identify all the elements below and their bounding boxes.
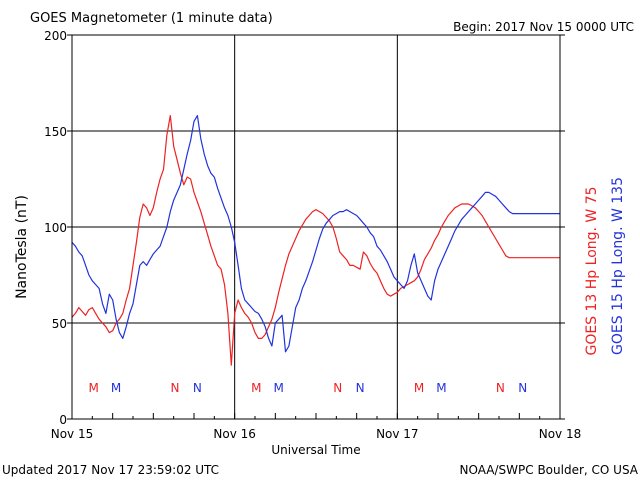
legend-goes15: GOES 15 Hp Long. W 135 — [610, 177, 626, 355]
x-axis-ticks: Nov 15 Nov 16 Nov 17 Nov 18 — [51, 413, 582, 441]
x-axis-label: Universal Time — [271, 443, 360, 457]
begin-time: Begin: 2017 Nov 15 0000 UTC — [453, 20, 634, 34]
y-tick-label: 100 — [44, 221, 67, 235]
goes13-line — [71, 114, 560, 366]
x-tick-label: Nov 15 — [51, 427, 94, 441]
source-credit: NOAA/SWPC Boulder, CO USA — [460, 463, 639, 477]
updated-time: Updated 2017 Nov 17 23:59:02 UTC — [2, 463, 219, 477]
series-lines — [71, 114, 560, 366]
y-axis-ticks: 0 50 100 150 200 — [44, 29, 565, 427]
chart-title: GOES Magnetometer (1 minute data) — [30, 11, 273, 26]
goes13-marker: N — [496, 381, 505, 395]
local-time-markers: M N M N M NM N M N M N — [89, 381, 528, 395]
goes13-marker: N — [171, 381, 180, 395]
y-tick-label: 150 — [44, 125, 67, 139]
goes15-line — [71, 114, 560, 353]
goes15-marker: N — [518, 381, 527, 395]
goes15-marker: N — [193, 381, 202, 395]
goes15-marker: N — [356, 381, 365, 395]
y-tick-label: 0 — [59, 413, 67, 427]
y-tick-label: 200 — [44, 29, 67, 43]
legend-goes13: GOES 13 Hp Long. W 75 — [584, 186, 600, 355]
x-tick-label: Nov 16 — [213, 427, 256, 441]
x-tick-label: Nov 17 — [376, 427, 419, 441]
y-tick-label: 50 — [52, 317, 67, 331]
goes15-marker: M — [436, 381, 446, 395]
goes15-marker: M — [111, 381, 121, 395]
x-tick-label: Nov 18 — [539, 427, 582, 441]
goes15-marker: M — [274, 381, 284, 395]
goes13-marker: M — [251, 381, 261, 395]
goes13-marker: N — [333, 381, 342, 395]
y-axis-label: NanoTesla (nT) — [14, 195, 30, 299]
grid — [72, 35, 560, 419]
goes13-marker: M — [414, 381, 424, 395]
goes13-marker: M — [89, 381, 99, 395]
